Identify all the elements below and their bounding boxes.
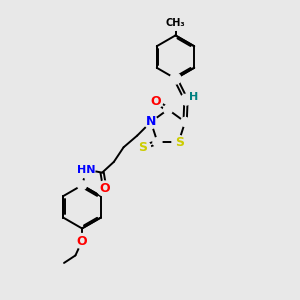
Text: O: O — [99, 182, 110, 195]
Circle shape — [168, 15, 183, 30]
Circle shape — [172, 136, 185, 149]
Circle shape — [181, 117, 190, 126]
Circle shape — [148, 94, 163, 109]
Text: HN: HN — [77, 165, 96, 175]
Text: O: O — [77, 235, 87, 248]
Text: H: H — [189, 92, 198, 102]
Text: O: O — [150, 94, 161, 108]
Circle shape — [136, 140, 151, 155]
Text: CH₃: CH₃ — [166, 18, 185, 28]
Circle shape — [181, 94, 191, 105]
Circle shape — [164, 105, 172, 114]
Circle shape — [97, 181, 112, 196]
Circle shape — [144, 115, 158, 128]
Circle shape — [74, 233, 89, 248]
Circle shape — [153, 138, 162, 147]
Circle shape — [170, 73, 181, 84]
Text: S: S — [139, 141, 148, 154]
Text: N: N — [146, 116, 156, 128]
Circle shape — [77, 181, 86, 190]
Text: S: S — [176, 136, 184, 148]
Circle shape — [78, 161, 95, 178]
